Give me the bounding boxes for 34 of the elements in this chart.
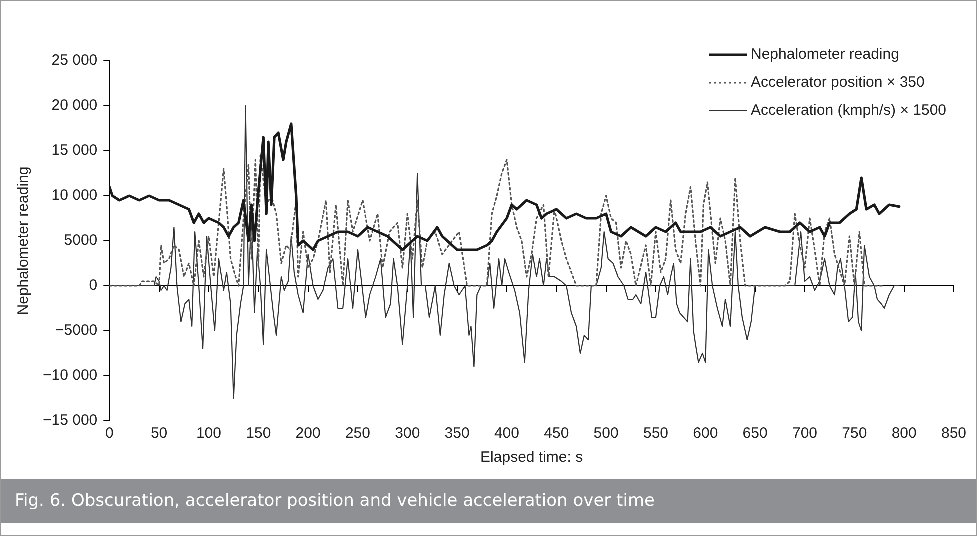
line-series bbox=[110, 154, 886, 287]
x-tick-label: 450 bbox=[544, 425, 570, 442]
x-axis-title: Elapsed time: s bbox=[480, 449, 584, 466]
legend-label: Acceleration (kmph/s) × 1500 bbox=[751, 102, 947, 120]
x-tick-label: 200 bbox=[296, 425, 321, 442]
caption: Fig. 6. Obscuration, accelerator position and vehicle acceleration over time bbox=[15, 491, 655, 511]
x-tick-label: 500 bbox=[594, 425, 619, 442]
y-tick-label: −5000 bbox=[56, 322, 98, 340]
x-tick-label: 650 bbox=[742, 425, 768, 442]
y-tick-label: −10 000 bbox=[43, 367, 98, 384]
y-axis-title: Nephalometer reading bbox=[15, 166, 32, 316]
x-tick-label: 600 bbox=[693, 425, 718, 442]
x-tick-label: 800 bbox=[892, 425, 917, 442]
legend-label: Accelerator position × 350 bbox=[751, 74, 925, 92]
y-tick-label: −15 000 bbox=[43, 412, 98, 430]
x-tick-label: 100 bbox=[196, 425, 222, 442]
x-tick-label: 700 bbox=[792, 425, 818, 442]
y-tick-label: 25 000 bbox=[52, 52, 98, 70]
x-tick-label: 50 bbox=[150, 425, 168, 442]
y-tick-label: 0 bbox=[89, 277, 98, 294]
y-tick-label: 20 000 bbox=[52, 97, 98, 114]
y-tick-label: 5000 bbox=[64, 232, 98, 250]
y-tick-label: 15 000 bbox=[52, 142, 98, 160]
x-tick-label: 350 bbox=[444, 425, 470, 442]
x-tick-label: 400 bbox=[494, 425, 520, 442]
x-tick-label: 750 bbox=[842, 425, 868, 442]
legend-label: Nephalometer reading bbox=[751, 46, 900, 64]
x-tick-label: 150 bbox=[246, 425, 272, 442]
x-tick-label: 250 bbox=[345, 425, 370, 442]
x-tick-label: 550 bbox=[643, 425, 669, 442]
x-tick-label: 300 bbox=[395, 425, 420, 442]
x-tick-label: 850 bbox=[941, 425, 967, 442]
x-tick-label: 0 bbox=[105, 425, 114, 442]
y-tick-label: 10 000 bbox=[52, 187, 98, 204]
